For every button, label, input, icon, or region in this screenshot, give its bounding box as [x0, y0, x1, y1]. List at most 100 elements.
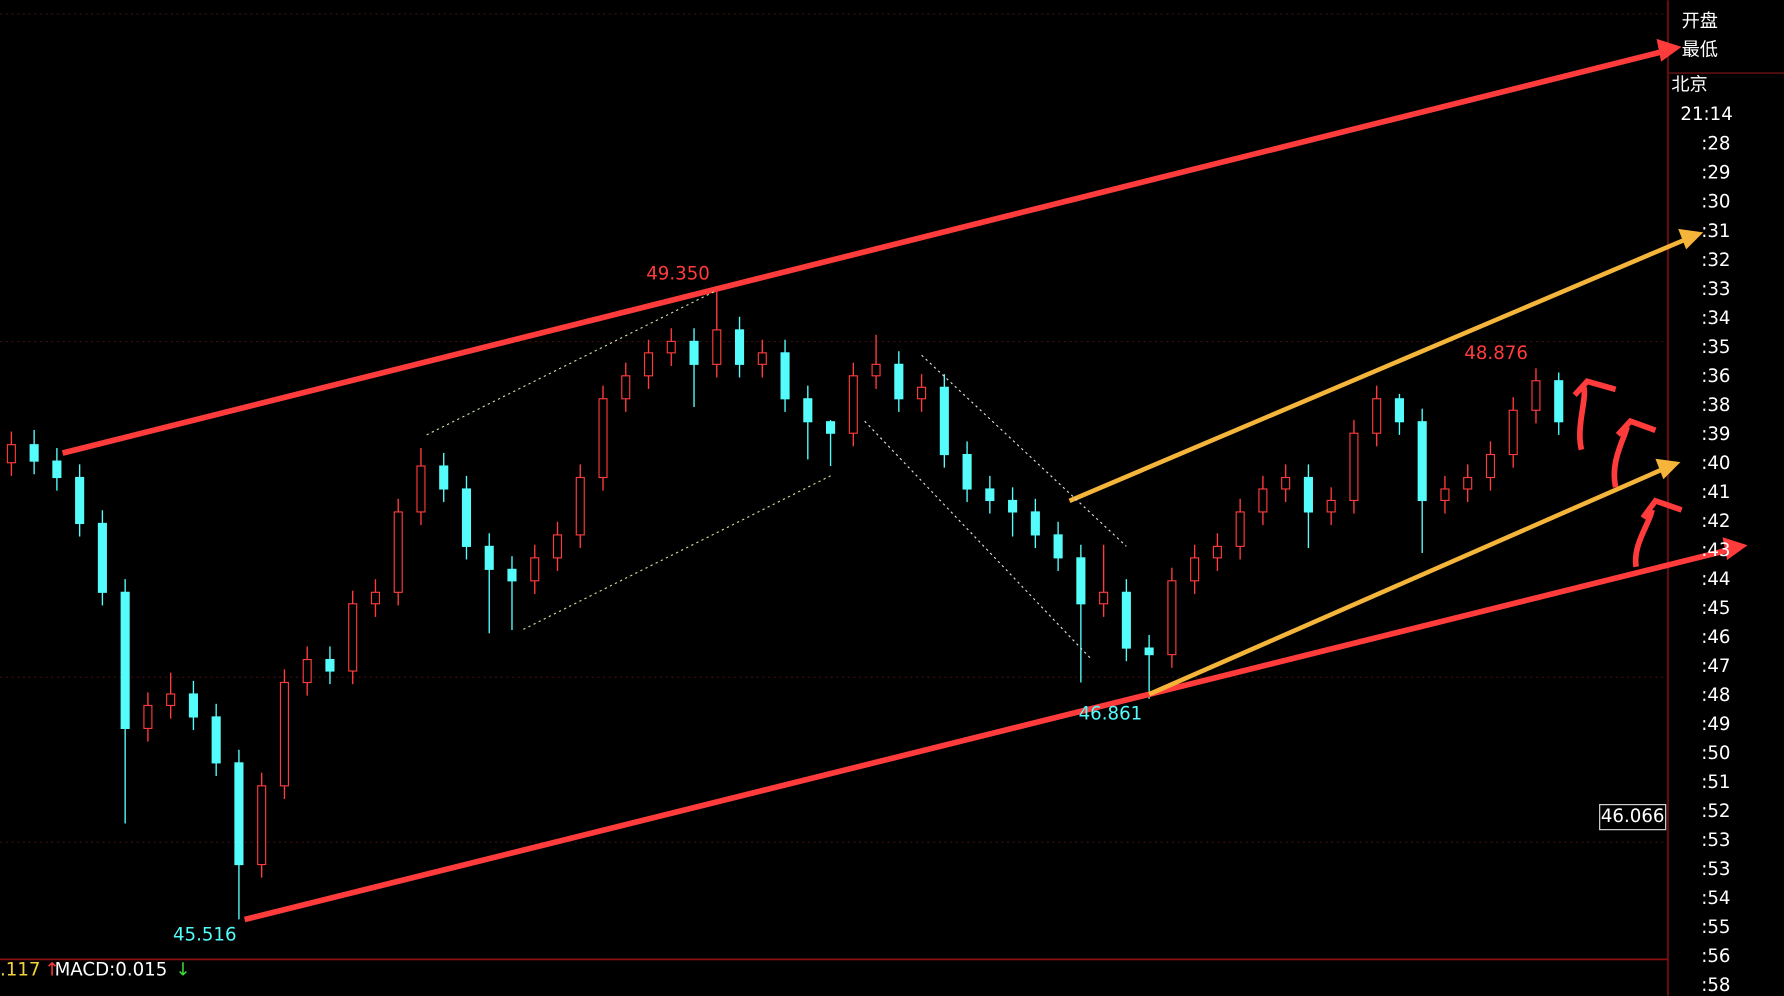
minute-label: :58 — [1701, 975, 1730, 996]
minute-label: :56 — [1701, 946, 1730, 967]
candle-body — [484, 545, 494, 570]
minute-label: :55 — [1701, 917, 1730, 938]
minute-label: :46 — [1701, 627, 1730, 648]
candle-body — [257, 785, 267, 866]
candle-body — [621, 375, 631, 400]
candle-body — [1053, 534, 1063, 559]
price-label: 49.350 — [646, 263, 710, 284]
minute-label: :39 — [1701, 424, 1730, 445]
candle-body — [1144, 647, 1154, 656]
candle-body — [97, 522, 107, 593]
candle-body — [1099, 591, 1109, 605]
trend-line — [243, 547, 1731, 923]
candle-body — [1463, 476, 1473, 490]
channel-line — [864, 420, 1093, 661]
minute-label: :30 — [1701, 192, 1730, 213]
candle-body — [1303, 476, 1313, 513]
candle-body — [1440, 488, 1450, 502]
minute-label: :53 — [1701, 859, 1730, 880]
minute-label: :38 — [1701, 395, 1730, 416]
candle-body — [1349, 432, 1359, 502]
minute-label: :54 — [1701, 888, 1730, 909]
minute-label: :41 — [1701, 482, 1730, 503]
candle-body — [1235, 511, 1245, 547]
minute-label: :32 — [1701, 250, 1730, 271]
candle-body — [234, 762, 244, 866]
candle-body — [1417, 421, 1427, 502]
trend-line — [1068, 237, 1688, 503]
candle-body — [439, 465, 449, 490]
candle-body — [712, 329, 722, 365]
candle-body — [939, 386, 949, 456]
indicator-arrow: ↑ — [44, 960, 59, 981]
candle-body — [1212, 545, 1222, 559]
arrow-head — [1656, 38, 1682, 62]
candle-body — [894, 363, 904, 400]
candle-body — [757, 352, 767, 365]
minute-label: :28 — [1701, 134, 1730, 155]
candle-body — [871, 363, 881, 377]
side-label: 开盘 — [1682, 11, 1718, 32]
minute-label: :35 — [1701, 337, 1730, 358]
candle-body — [1190, 557, 1200, 582]
arrow-head — [1655, 458, 1681, 480]
minute-label: :50 — [1701, 743, 1730, 764]
candle-body — [1394, 398, 1404, 423]
minute-label: :44 — [1701, 569, 1730, 590]
candle-body — [120, 591, 130, 730]
side-label: 最低 — [1682, 39, 1718, 60]
minute-label: :45 — [1701, 598, 1730, 619]
candle-body — [985, 488, 995, 502]
candle-body — [416, 465, 426, 513]
grid — [0, 13, 1668, 843]
minute-label: :40 — [1701, 453, 1730, 474]
hand-arrow — [1572, 378, 1617, 451]
hand-arrow — [1611, 417, 1657, 488]
candles — [6, 290, 1564, 920]
price-label: 45.516 — [173, 924, 237, 945]
macd-label: MACD:0.015 — [55, 960, 168, 981]
candle-body — [575, 476, 585, 536]
candle-body — [1030, 511, 1040, 536]
channel-line — [921, 354, 1127, 547]
candle-body — [734, 329, 745, 365]
side-time: 21:14 — [1680, 104, 1732, 125]
minute-label: :51 — [1701, 772, 1730, 793]
candle-body — [1372, 398, 1382, 434]
candle-body — [279, 681, 289, 787]
candle-body — [552, 534, 563, 559]
trend-line — [61, 48, 1665, 456]
candle-body — [143, 704, 153, 730]
candle-body — [393, 511, 403, 593]
candle-body — [917, 386, 927, 400]
candle-body — [6, 444, 16, 464]
candle-body — [598, 398, 608, 479]
candle-body — [370, 591, 381, 605]
hand-arrow — [1632, 497, 1683, 568]
candle-body — [530, 557, 540, 582]
candle-body — [29, 444, 39, 462]
candle-body — [1121, 591, 1131, 649]
trend-lines — [61, 38, 1748, 923]
candle-body — [325, 658, 335, 672]
minute-label: :53 — [1701, 830, 1730, 851]
candle-body — [52, 460, 62, 479]
candle-body — [348, 603, 358, 672]
candle-body — [1258, 488, 1268, 513]
minute-label: :47 — [1701, 656, 1730, 677]
side-city: 北京 — [1671, 75, 1707, 96]
candle-body — [689, 340, 699, 365]
minute-label: :48 — [1701, 685, 1730, 706]
candle-body — [780, 352, 790, 400]
indicator-value: .117 — [0, 960, 40, 981]
candle-body — [1008, 499, 1018, 513]
minute-label: :42 — [1701, 511, 1730, 532]
current-price-box — [1599, 804, 1667, 831]
candle-body — [211, 716, 221, 764]
trend-line — [1148, 466, 1665, 697]
candle-body — [1531, 380, 1541, 411]
price-label: 48.876 — [1464, 343, 1528, 364]
